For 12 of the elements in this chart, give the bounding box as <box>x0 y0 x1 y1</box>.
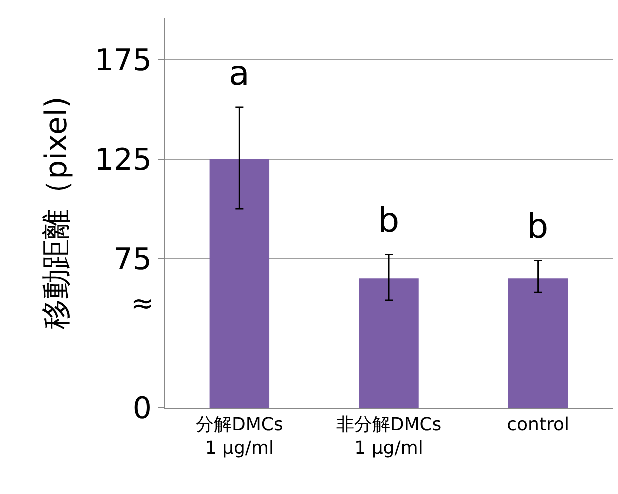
x-tick-label: control <box>507 414 570 436</box>
y-tick-label: 175 <box>94 43 152 78</box>
y-tick-label: 75 <box>114 242 152 278</box>
annotation: a <box>229 54 250 94</box>
annotation: b <box>378 201 400 241</box>
y-axis-title: 移動距離（pixel) <box>40 96 75 330</box>
y-tick-label: 125 <box>94 142 152 178</box>
annotation: b <box>527 207 549 247</box>
x-tick-label: 非分解DMCs 1 μg/ml <box>336 414 442 459</box>
y-tick-label: 0 <box>132 392 152 426</box>
text: ≈ <box>131 287 154 320</box>
x-tick-label: 分解DMCs 1 μg/ml <box>196 414 284 459</box>
